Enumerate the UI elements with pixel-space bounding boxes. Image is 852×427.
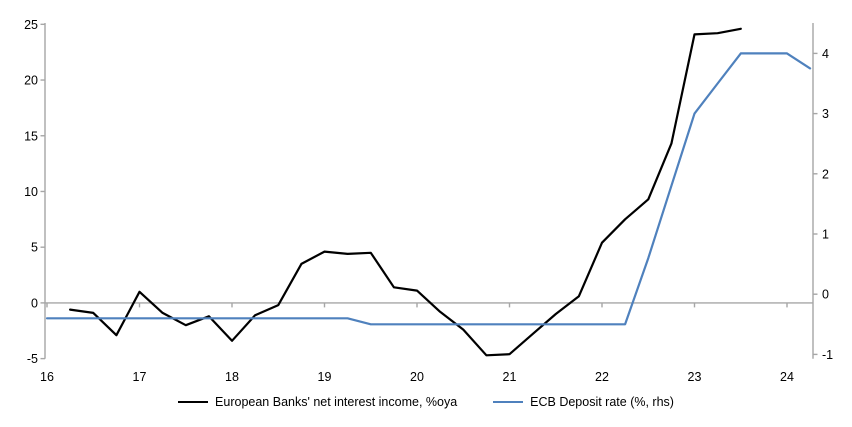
legend-label: ECB Deposit rate (%, rhs) — [530, 395, 674, 409]
legend-label: European Banks' net interest income, %oy… — [215, 395, 458, 409]
left-tick-label: 25 — [24, 18, 38, 32]
series-line-net-interest-income — [68, 27, 742, 357]
legend-line-swatch-blue — [493, 401, 524, 403]
legend-item-ecb-deposit-rate: ECB Deposit rate (%, rhs) — [493, 395, 674, 409]
left-tick-label: 10 — [24, 185, 38, 199]
x-tick-label: 21 — [503, 370, 517, 384]
x-tick-label: 22 — [595, 370, 609, 384]
x-tick-label: 23 — [688, 370, 702, 384]
legend-item-net-interest-income: European Banks' net interest income, %oy… — [178, 395, 457, 409]
right-tick-label: 1 — [822, 228, 829, 242]
x-tick-label: 17 — [133, 370, 147, 384]
left-tick-label: 15 — [24, 129, 38, 143]
left-tick-label: -5 — [27, 352, 38, 366]
left-tick-label: 20 — [24, 74, 38, 88]
series-layer — [45, 27, 812, 357]
right-tick-label: -1 — [822, 348, 833, 362]
x-tick-label: 20 — [410, 370, 424, 384]
left-tick-label: 0 — [31, 296, 38, 310]
right-tick-label: 3 — [822, 107, 829, 121]
x-tick-label: 16 — [40, 370, 54, 384]
legend-line-swatch-black — [178, 401, 209, 403]
x-tick-label: 19 — [318, 370, 332, 384]
x-tick-label: 24 — [780, 370, 794, 384]
chart-legend: European Banks' net interest income, %oy… — [0, 395, 852, 409]
right-tick-label: 2 — [822, 167, 829, 181]
series-line-ecb-deposit-rate — [45, 52, 812, 326]
x-tick-label: 18 — [225, 370, 239, 384]
right-tick-label: 0 — [822, 288, 829, 302]
left-tick-label: 5 — [31, 241, 38, 255]
right-tick-label: 4 — [822, 47, 829, 61]
